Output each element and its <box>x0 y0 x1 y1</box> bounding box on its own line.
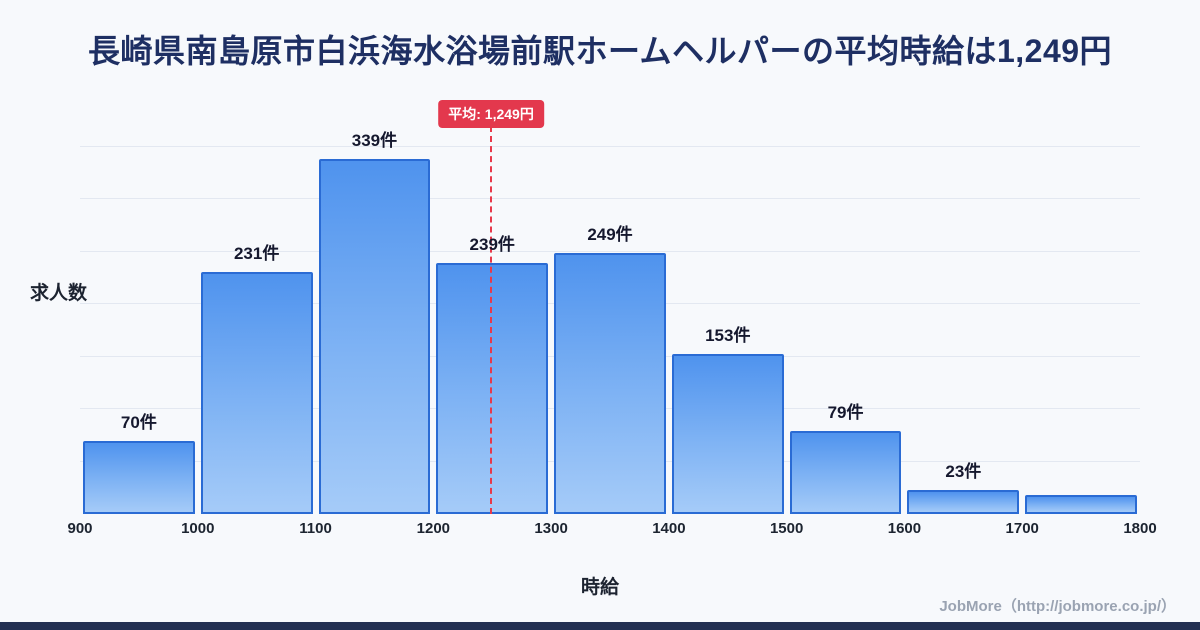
histogram-bar <box>83 440 195 514</box>
y-axis-label: 求人数 <box>30 283 88 304</box>
gridline <box>80 145 1140 147</box>
x-tick-label: 900 <box>67 520 93 537</box>
bar-count-label: 339件 <box>351 130 398 150</box>
bottom-accent-bar <box>0 622 1200 630</box>
histogram-bar <box>671 353 784 514</box>
bar-count-label: 231件 <box>233 243 280 263</box>
footer-credit: JobMore（http://jobmore.co.jp/） <box>939 598 1176 615</box>
x-tick-label: 1100 <box>299 520 332 537</box>
gridline <box>80 198 1140 200</box>
histogram-bar <box>1025 495 1137 514</box>
bar-count-label: 79件 <box>827 403 864 423</box>
bar-count-label: 23件 <box>945 461 982 481</box>
histogram-bar <box>789 431 902 514</box>
histogram-bar <box>554 252 666 514</box>
x-tick-label: 1200 <box>416 520 451 537</box>
histogram-bar <box>907 489 1020 514</box>
bar-count-label: 70件 <box>120 412 157 432</box>
x-tick-label: 1500 <box>769 520 804 537</box>
x-tick-label: 1400 <box>652 520 686 537</box>
average-badge: 平均: 1,249円 <box>438 100 544 128</box>
x-tick-label: 1800 <box>1123 520 1157 537</box>
x-tick-label: 1000 <box>181 520 215 537</box>
bar-count-label: 249件 <box>587 224 633 244</box>
histogram-bar <box>318 158 431 514</box>
histogram-bar <box>200 271 313 514</box>
x-tick-label: 1700 <box>1005 520 1039 537</box>
histogram-bar <box>436 263 549 514</box>
bar-count-label: 239件 <box>469 235 515 255</box>
x-tick-label: 1600 <box>887 520 922 537</box>
x-axis-label: 時給 <box>580 577 619 598</box>
average-line <box>490 126 493 514</box>
gridline <box>80 250 1140 252</box>
x-tick-label: 1300 <box>534 520 568 537</box>
plot-area: 平均: 1,249円 70件 231件 339件 239件 249件 153件 79件 23件 <box>80 100 1140 514</box>
x-axis-ticks: 900 1000 1100 1200 1300 1400 1500 1600 1700 1800 <box>67 520 1156 544</box>
page-title: 長崎県南島原市白浜海水浴場前駅ホームヘルパーの平均時給は1,249円 <box>87 33 1113 69</box>
bar-count-label: 153件 <box>705 325 751 345</box>
